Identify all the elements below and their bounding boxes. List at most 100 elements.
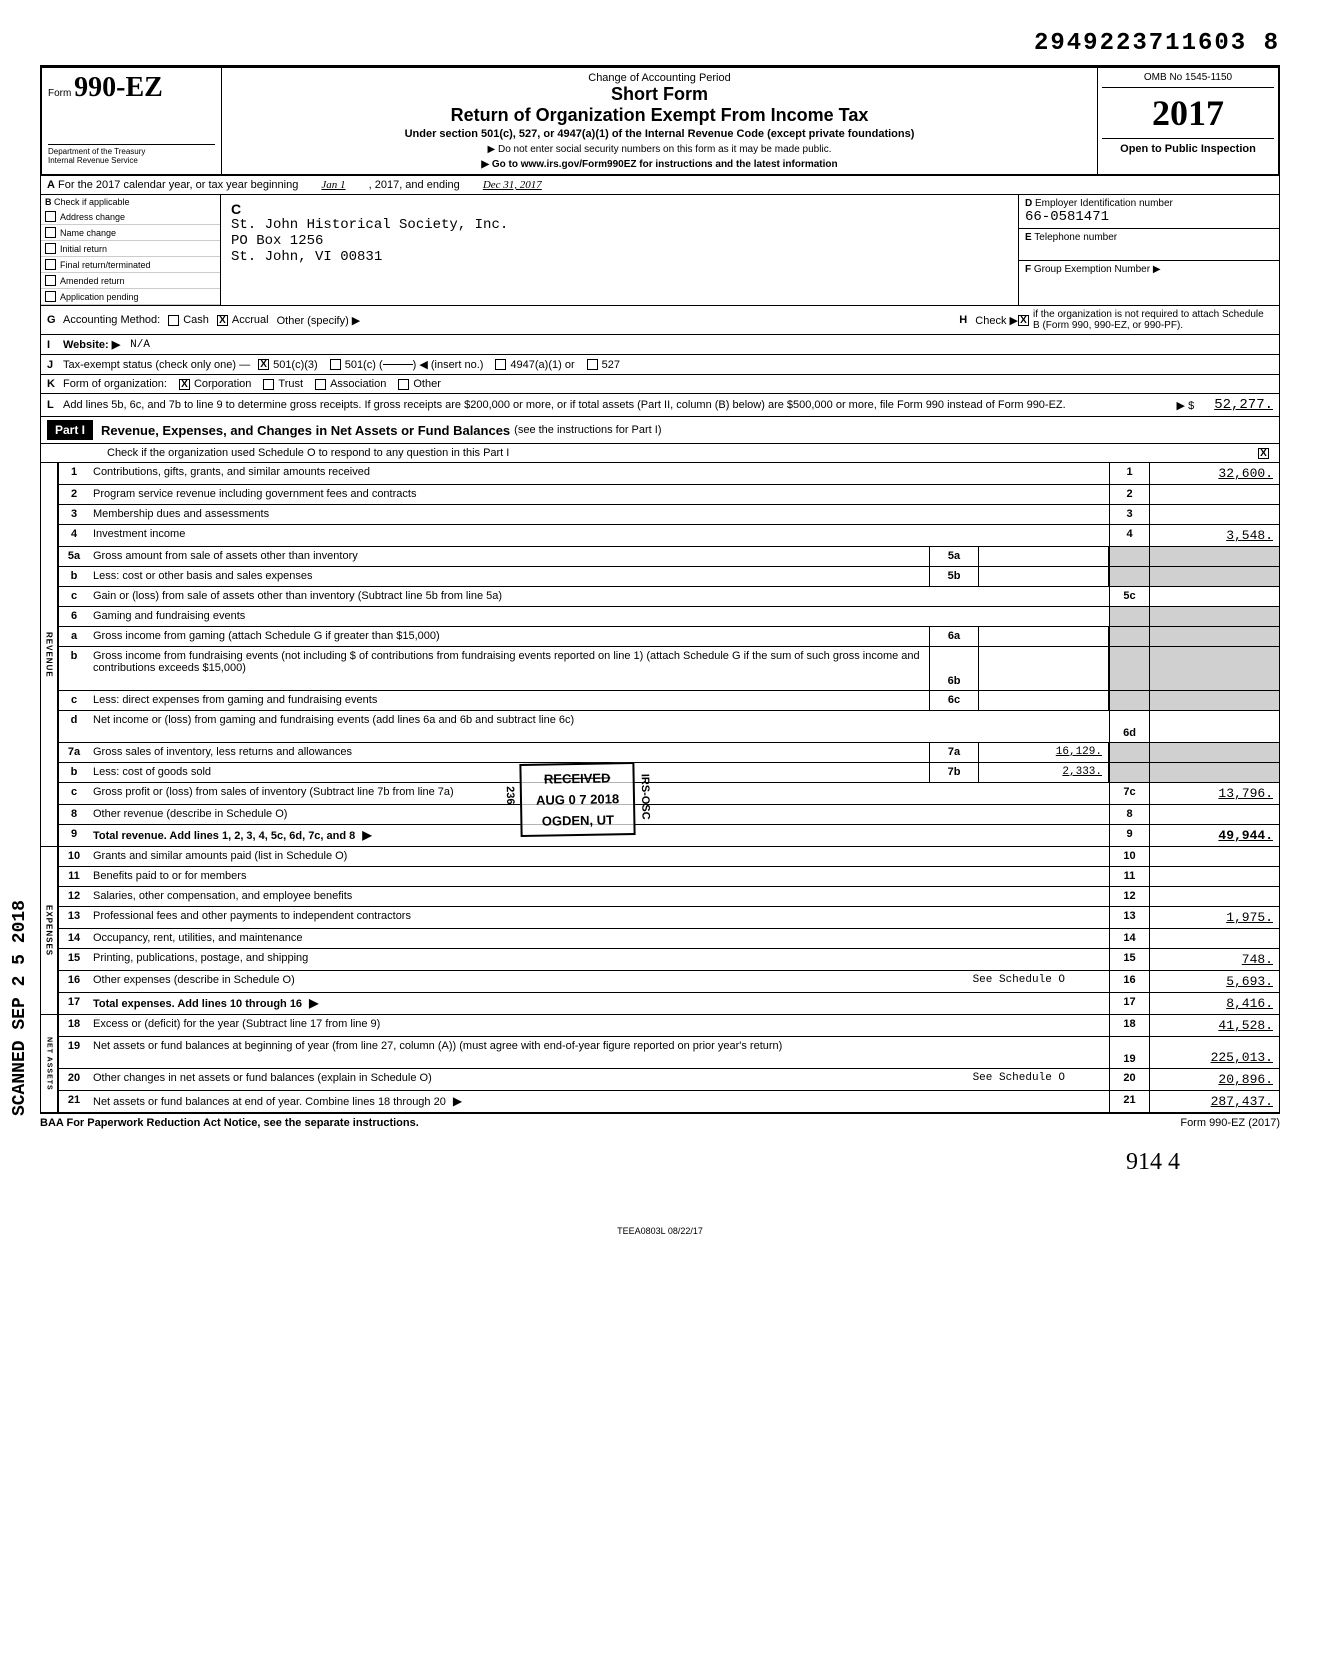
- cb-association[interactable]: [315, 379, 326, 390]
- accounting-method-label: Accounting Method:: [63, 314, 160, 326]
- cb-other-org[interactable]: [398, 379, 409, 390]
- section-c: C St. John Historical Society, Inc. PO B…: [221, 195, 1019, 305]
- stamp-received: RECEIVED: [536, 770, 619, 786]
- line-1-val: 32,600.: [1149, 463, 1279, 484]
- stamp-side2: IRS-OSC: [639, 774, 652, 820]
- tax-year: 2017: [1102, 88, 1274, 139]
- cb-final-return[interactable]: Final return/terminated: [41, 257, 220, 273]
- line-15-val: 748.: [1149, 949, 1279, 970]
- form-number: 990-EZ: [74, 72, 163, 103]
- cb-schedule-o-part1[interactable]: X: [1258, 448, 1269, 459]
- cb-initial-return[interactable]: Initial return: [41, 241, 220, 257]
- section-a: A For the 2017 calendar year, or tax yea…: [40, 176, 1280, 195]
- part1-title: Revenue, Expenses, and Changes in Net As…: [101, 423, 510, 438]
- section-b: B Check if applicable Address change Nam…: [41, 195, 221, 305]
- line-21: 21Net assets or fund balances at end of …: [58, 1091, 1280, 1113]
- ein-value: 66-0581471: [1025, 209, 1273, 225]
- cb-address-change[interactable]: Address change: [41, 209, 220, 225]
- section-a-text: For the 2017 calendar year, or tax year …: [58, 179, 298, 191]
- line-20-val: 20,896.: [1149, 1069, 1279, 1090]
- handwritten-bottom: 914 4: [40, 1149, 1280, 1176]
- cb-name-change[interactable]: Name change: [41, 225, 220, 241]
- line-6b: bGross income from fundraising events (n…: [58, 647, 1280, 691]
- line-8: 8Other revenue (describe in Schedule O) …: [58, 805, 1280, 825]
- subtitle: Under section 501(c), 527, or 4947(a)(1)…: [230, 128, 1089, 140]
- line-20-note: See Schedule O: [973, 1072, 1065, 1084]
- cb-corporation[interactable]: X: [179, 379, 190, 390]
- cb-schedule-b[interactable]: X: [1018, 315, 1029, 326]
- stamp-location: OGDEN, UT: [536, 812, 619, 828]
- note-url: ▶ Go to www.irs.gov/Form990EZ for instru…: [230, 159, 1089, 170]
- return-title: Return of Organization Exempt From Incom…: [230, 105, 1089, 126]
- website-label: Website: ▶: [63, 338, 120, 351]
- part1-label: Part I: [47, 420, 93, 440]
- section-h-label: H: [959, 314, 975, 326]
- line-17: 17Total expenses. Add lines 10 through 1…: [58, 993, 1280, 1015]
- cb-accrual[interactable]: X: [217, 315, 228, 326]
- line-6d: dNet income or (loss) from gaming and fu…: [58, 711, 1280, 743]
- cb-4947[interactable]: [495, 359, 506, 370]
- section-f: F Group Exemption Number ▶: [1019, 261, 1279, 278]
- line-9-val: 49,944.: [1149, 825, 1279, 846]
- stamp-side1: 236: [504, 786, 516, 805]
- form-title-block: Change of Accounting Period Short Form R…: [222, 68, 1098, 174]
- accounting-other: Other (specify) ▶: [277, 314, 361, 327]
- line-7a: 7aGross sales of inventory, less returns…: [58, 743, 1280, 763]
- line-17-val: 8,416.: [1149, 993, 1279, 1014]
- line-4: 4Investment income 43,548.: [58, 525, 1280, 547]
- cb-501c3[interactable]: X: [258, 359, 269, 370]
- part1-check-text: Check if the organization used Schedule …: [107, 447, 1258, 459]
- vert-expenses: EXPENSES: [40, 847, 58, 1015]
- cb-amended-return[interactable]: Amended return: [41, 273, 220, 289]
- cb-trust[interactable]: [263, 379, 274, 390]
- dept-treasury: Department of the Treasury Internal Reve…: [48, 144, 215, 165]
- part1-check-row: Check if the organization used Schedule …: [40, 444, 1280, 463]
- line-21-val: 287,437.: [1149, 1091, 1279, 1112]
- part1-title-suffix: (see the instructions for Part I): [514, 424, 661, 436]
- line-5b: bLess: cost or other basis and sales exp…: [58, 567, 1280, 587]
- header-id: 2949223711603 8: [40, 30, 1280, 57]
- vert-revenue: REVENUE: [40, 463, 58, 847]
- line-16: 16Other expenses (describe in Schedule O…: [58, 971, 1280, 993]
- line-7c-val: 13,796.: [1149, 783, 1279, 804]
- line-14: 14Occupancy, rent, utilities, and mainte…: [58, 929, 1280, 949]
- cb-501c[interactable]: [330, 359, 341, 370]
- line-5c: cGain or (loss) from sale of assets othe…: [58, 587, 1280, 607]
- footer-left: BAA For Paperwork Reduction Act Notice, …: [40, 1117, 419, 1129]
- omb-number: OMB No 1545-1150: [1102, 72, 1274, 88]
- line-16-note: See Schedule O: [973, 974, 1065, 986]
- note-ssn: ▶ Do not enter social security numbers o…: [230, 144, 1089, 155]
- form-org-label: Form of organization:: [63, 378, 167, 390]
- section-g-label: G: [47, 314, 63, 326]
- phone-value: [1025, 243, 1273, 257]
- line-3: 3Membership dues and assessments 3: [58, 505, 1280, 525]
- line-9: 9Total revenue. Add lines 1, 2, 3, 4, 5c…: [58, 825, 1280, 847]
- line-19-val: 225,013.: [1149, 1037, 1279, 1068]
- section-c-label: C: [231, 201, 1008, 217]
- teea-code: TEEA0803L 08/22/17: [40, 1226, 1280, 1236]
- footer: BAA For Paperwork Reduction Act Notice, …: [40, 1113, 1280, 1129]
- row-j: J Tax-exempt status (check only one) — X…: [40, 355, 1280, 375]
- line-7c: cGross profit or (loss) from sales of in…: [58, 783, 1280, 805]
- line-2: 2Program service revenue including gover…: [58, 485, 1280, 505]
- vert-assets: NET ASSETS: [40, 1015, 58, 1113]
- line-19: 19Net assets or fund balances at beginni…: [58, 1037, 1280, 1069]
- section-e: E Telephone number: [1019, 229, 1279, 261]
- line-6c: cLess: direct expenses from gaming and f…: [58, 691, 1280, 711]
- accounting-change: Change of Accounting Period: [230, 72, 1089, 84]
- received-stamp: RECEIVED AUG 0 7 2018 OGDEN, UT 236 IRS-…: [519, 762, 635, 837]
- line-20: 20Other changes in net assets or fund ba…: [58, 1069, 1280, 1091]
- website-value: N/A: [130, 339, 150, 351]
- line-16-val: 5,693.: [1149, 971, 1279, 992]
- tax-exempt-label: Tax-exempt status (check only one) —: [63, 359, 250, 371]
- cb-cash[interactable]: [168, 315, 179, 326]
- cb-527[interactable]: [587, 359, 598, 370]
- line-7b-val: 2,333.: [979, 763, 1109, 782]
- form-prefix: Form: [48, 88, 71, 99]
- org-addr1: PO Box 1256: [231, 233, 1008, 249]
- line-12: 12Salaries, other compensation, and empl…: [58, 887, 1280, 907]
- footer-right: Form 990-EZ (2017): [1180, 1117, 1280, 1129]
- line-13: 13Professional fees and other payments t…: [58, 907, 1280, 929]
- section-l-label: L: [47, 399, 63, 411]
- cb-application-pending[interactable]: Application pending: [41, 289, 220, 305]
